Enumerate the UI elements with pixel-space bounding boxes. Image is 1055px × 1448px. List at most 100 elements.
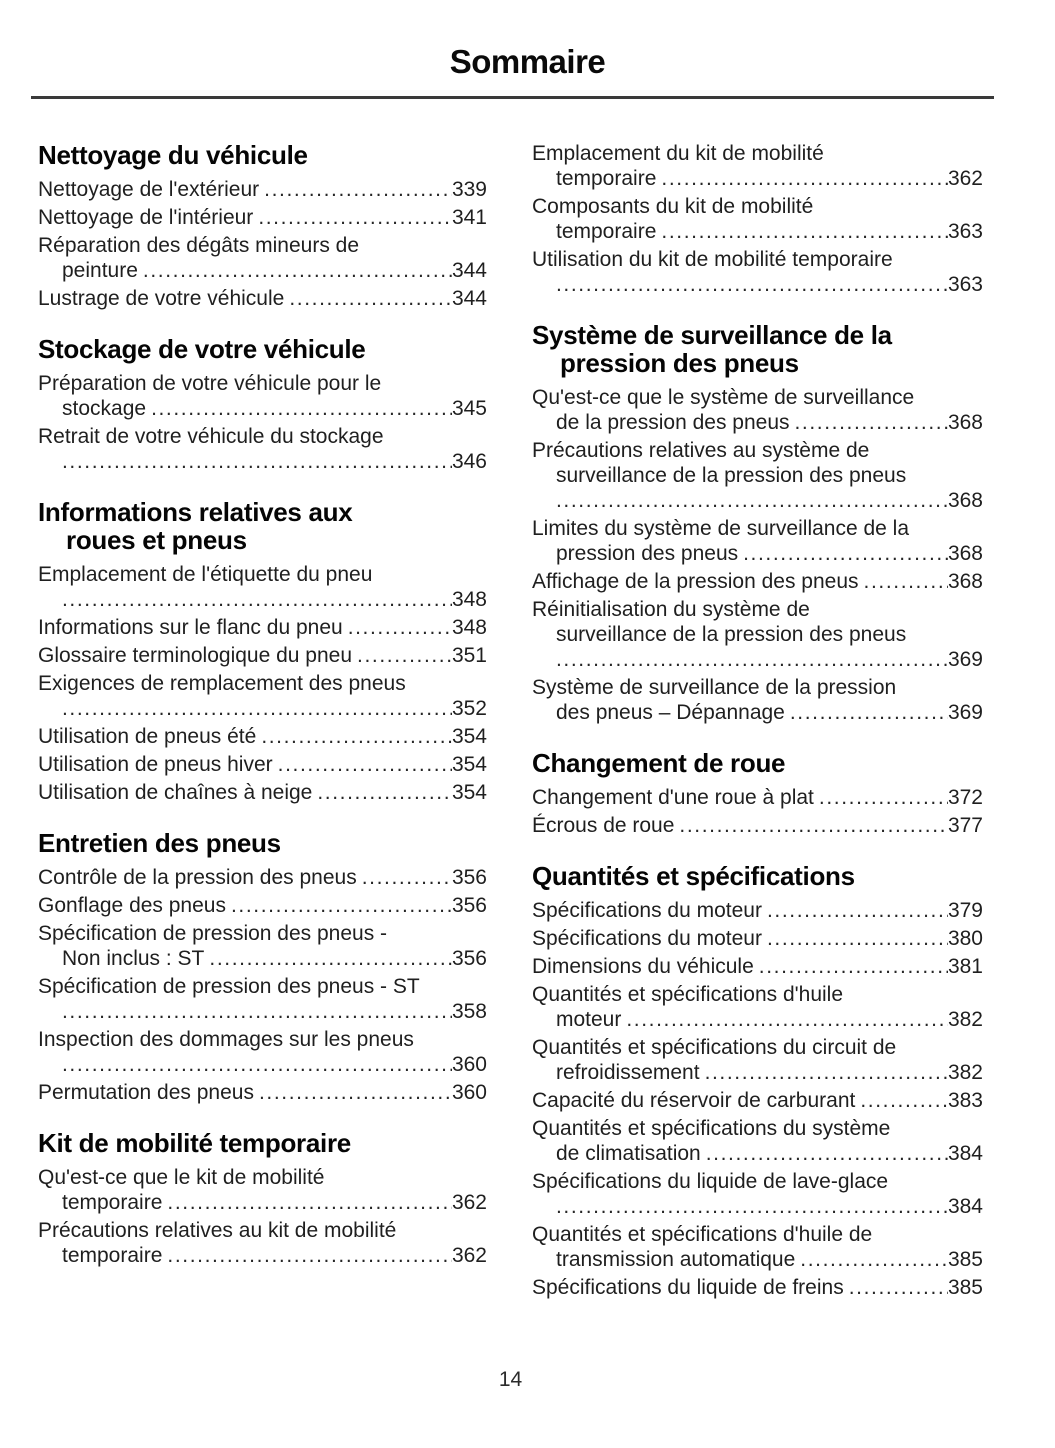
toc-entry-page-number: 363 bbox=[947, 220, 983, 243]
toc-entry-leader-line: pression des pneus......................… bbox=[532, 541, 983, 566]
section-heading: Stockage de votre véhicule bbox=[38, 335, 487, 363]
toc-entry-leader-line: ........................................… bbox=[38, 999, 487, 1024]
toc-entry-text: Nettoyage de l'intérieur bbox=[38, 206, 254, 229]
dot-leader: ........................................… bbox=[209, 947, 452, 970]
toc-entry-text: des pneus – Dépannage bbox=[556, 701, 785, 724]
toc-columns: Nettoyage du véhicule Nettoyage de l'exté… bbox=[0, 141, 1055, 1303]
toc-entry: Glossaire terminologique du pneu........… bbox=[38, 643, 487, 668]
toc-entry: Limites du système de surveillance de la… bbox=[532, 516, 983, 566]
toc-entry-text: Dimensions du véhicule bbox=[532, 955, 754, 978]
toc-entry: Utilisation de pneus hiver..............… bbox=[38, 752, 487, 777]
toc-entry-text-line: Limites du système de surveillance de la bbox=[532, 517, 910, 540]
section-heading-line: roues et pneus bbox=[66, 525, 247, 555]
toc-entry-page-number: 368 bbox=[947, 489, 983, 512]
toc-entry: Emplacement de l'étiquette du pneu......… bbox=[38, 562, 487, 612]
toc-entry-leader-line: Informations sur le flanc du pneu.......… bbox=[38, 615, 487, 640]
toc-entry-page-number: 384 bbox=[947, 1195, 983, 1218]
toc-entry-leader-line: moteur..................................… bbox=[532, 1007, 983, 1032]
toc-section: Entretien des pneus Contrôle de la pressi… bbox=[38, 829, 487, 1105]
dot-leader: ........................................… bbox=[800, 1248, 948, 1271]
toc-entry-text-line: Qu'est-ce que le système de surveillance bbox=[532, 386, 915, 409]
toc-entry-leader-line: ........................................… bbox=[532, 488, 983, 513]
toc-section: Stockage de votre véhicule Préparation de… bbox=[38, 335, 487, 474]
toc-entry-text: moteur bbox=[556, 1008, 622, 1031]
dot-leader: ........................................… bbox=[289, 287, 452, 310]
toc-entry-text-line: Quantités et spécifications d'huile de bbox=[532, 1223, 873, 1246]
toc-entry-text-line: Retrait de votre véhicule du stockage bbox=[38, 425, 384, 448]
dot-leader: ........................................… bbox=[860, 1089, 948, 1112]
toc-entry-leader-line: ........................................… bbox=[38, 449, 487, 474]
section-heading: Quantités et spécifications bbox=[532, 862, 983, 890]
toc-entry-leader-line: Nettoyage de l'intérieur................… bbox=[38, 205, 487, 230]
toc-entry-text: refroidissement bbox=[556, 1061, 700, 1084]
toc-entry-text: Contrôle de la pression des pneus bbox=[38, 866, 357, 889]
page-number: 14 bbox=[498, 1368, 523, 1391]
toc-entry-text-line: Quantités et spécifications du système bbox=[532, 1117, 891, 1140]
toc-entry: Spécifications du liquide de lave-glace.… bbox=[532, 1169, 983, 1219]
dot-leader: ........................................… bbox=[661, 167, 948, 190]
dot-leader: ........................................… bbox=[167, 1244, 452, 1267]
toc-entry-text-line: Exigences de remplacement des pneus bbox=[38, 672, 406, 695]
toc-entry: Emplacement du kit de mobilité temporaire… bbox=[532, 141, 983, 191]
toc-entry: Spécifications du moteur................… bbox=[532, 898, 983, 923]
toc-entry-text: Spécifications du liquide de freins bbox=[532, 1276, 844, 1299]
dot-leader: ........................................… bbox=[704, 1061, 948, 1084]
dot-leader: ........................................… bbox=[317, 781, 452, 804]
toc-entry: Capacité du réservoir de carburant......… bbox=[532, 1088, 983, 1113]
dot-leader: ........................................… bbox=[62, 697, 452, 720]
dot-leader: ........................................… bbox=[361, 866, 452, 889]
toc-entry-text-line: Préparation de votre véhicule pour le bbox=[38, 372, 382, 395]
toc-entry-leader-line: temporaire..............................… bbox=[532, 219, 983, 244]
toc-entry: Changement d'une roue à plat............… bbox=[532, 785, 983, 810]
toc-entry-text: Capacité du réservoir de carburant bbox=[532, 1089, 856, 1112]
section-heading-line: Quantités et spécifications bbox=[532, 861, 855, 891]
toc-entry-page-number: 368 bbox=[947, 411, 983, 434]
toc-entry-page-number: 362 bbox=[451, 1191, 487, 1214]
section-heading-line: Changement de roue bbox=[532, 748, 786, 778]
section-heading: Informations relatives aux roues et pneus bbox=[38, 498, 487, 554]
toc-entry-text: Affichage de la pression des pneus bbox=[532, 570, 859, 593]
toc-entry-leader-line: Spécifications du liquide de freins.....… bbox=[532, 1275, 983, 1300]
toc-entry-leader-line: Spécifications du moteur................… bbox=[532, 926, 983, 951]
toc-entry-text: Glossaire terminologique du pneu bbox=[38, 644, 353, 667]
toc-entry-page-number: 360 bbox=[451, 1081, 487, 1104]
toc-entry-leader-line: Spécifications du moteur................… bbox=[532, 898, 983, 923]
toc-entry-leader-line: Nettoyage de l'extérieur................… bbox=[38, 177, 487, 202]
section-heading: Kit de mobilité temporaire bbox=[38, 1129, 487, 1157]
dot-leader: ........................................… bbox=[167, 1191, 452, 1214]
dot-leader: ........................................… bbox=[230, 894, 452, 917]
toc-entry-text: stockage bbox=[62, 397, 147, 420]
toc-entry: Permutation des pneus...................… bbox=[38, 1080, 487, 1105]
toc-entry-text: temporaire bbox=[556, 220, 657, 243]
toc-entry: Contrôle de la pression des pneus.......… bbox=[38, 865, 487, 890]
toc-entry-leader-line: Utilisation de chaînes à neige..........… bbox=[38, 780, 487, 805]
toc-entry-page-number: 360 bbox=[451, 1053, 487, 1076]
toc-entry-text-line: Précautions relatives au système de bbox=[532, 439, 870, 462]
toc-entry-text: Non inclus : ST bbox=[62, 947, 205, 970]
dot-leader: ........................................… bbox=[357, 644, 452, 667]
toc-entry: Quantités et spécifications d'huile de tr… bbox=[532, 1222, 983, 1272]
toc-entry: Quantités et spécifications d'huile moteu… bbox=[532, 982, 983, 1032]
toc-entry-leader-line: Affichage de la pression des pneus......… bbox=[532, 569, 983, 594]
toc-entry-text-line: Utilisation du kit de mobilité temporair… bbox=[532, 248, 893, 271]
toc-entry: Écrous de roue..........................… bbox=[532, 813, 983, 838]
toc-entry: Quantités et spécifications du système de… bbox=[532, 1116, 983, 1166]
toc-entry: Préparation de votre véhicule pour le sto… bbox=[38, 371, 487, 421]
toc-entry-page-number: 356 bbox=[451, 866, 487, 889]
toc-entry-text: temporaire bbox=[62, 1244, 163, 1267]
toc-entry-text-line: Emplacement de l'étiquette du pneu bbox=[38, 563, 373, 586]
toc-entry: Spécification de pression des pneus - Non… bbox=[38, 921, 487, 971]
toc-entry-leader-line: Changement d'une roue à plat............… bbox=[532, 785, 983, 810]
toc-entry-leader-line: transmission automatique................… bbox=[532, 1247, 983, 1272]
toc-entry-page-number: 344 bbox=[451, 287, 487, 310]
toc-entry-page-number: 381 bbox=[947, 955, 983, 978]
toc-entry-page-number: 372 bbox=[947, 786, 983, 809]
toc-entry-leader-line: de la pression des pneus................… bbox=[532, 410, 983, 435]
toc-entry-text: Permutation des pneus bbox=[38, 1081, 254, 1104]
dot-leader: ........................................… bbox=[743, 542, 948, 565]
toc-entry-text-line: Quantités et spécifications du circuit d… bbox=[532, 1036, 897, 1059]
section-heading-line: Stockage de votre véhicule bbox=[38, 334, 366, 364]
toc-entry-text-line: Spécifications du liquide de lave-glace bbox=[532, 1170, 889, 1193]
toc-entry-page-number: 354 bbox=[451, 753, 487, 776]
